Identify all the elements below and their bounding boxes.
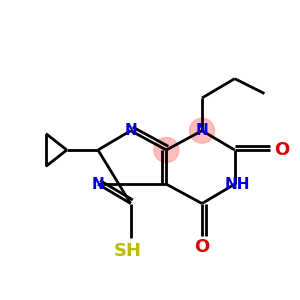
Text: N: N — [196, 123, 208, 138]
Text: SH: SH — [114, 242, 142, 260]
Circle shape — [154, 137, 179, 163]
Circle shape — [190, 118, 214, 143]
Text: O: O — [274, 141, 289, 159]
Text: N: N — [124, 123, 137, 138]
Text: N: N — [92, 177, 104, 192]
Text: O: O — [194, 238, 210, 256]
Text: NH: NH — [225, 177, 250, 192]
